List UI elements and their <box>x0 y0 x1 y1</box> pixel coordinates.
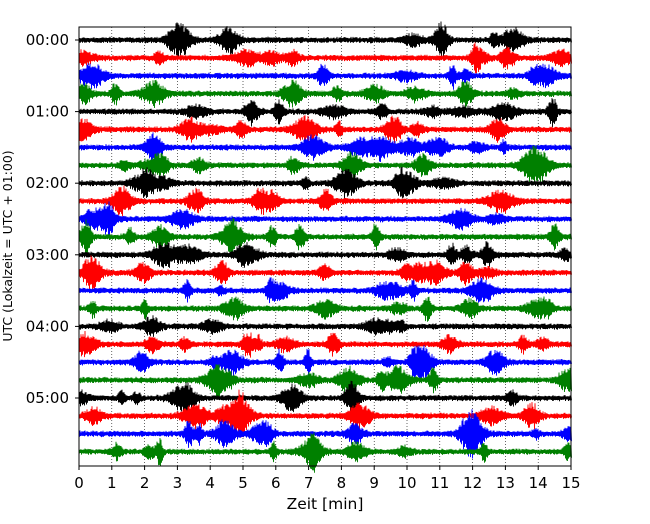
trace-line <box>78 241 572 269</box>
trace-line <box>78 42 572 74</box>
trace-line <box>78 432 572 473</box>
x-tick-label: 2 <box>140 474 150 492</box>
x-tick-label: 0 <box>74 474 84 492</box>
trace-line <box>78 185 572 217</box>
trace-line <box>78 21 572 59</box>
y-tick-label: 03:00 <box>26 246 69 264</box>
trace-line <box>78 255 572 292</box>
y-tick-label: 02:00 <box>26 174 69 192</box>
trace-line <box>78 389 572 438</box>
x-tick-label: 15 <box>561 474 580 492</box>
trace-line <box>78 145 572 186</box>
trace-line <box>78 296 572 322</box>
x-tick-label: 4 <box>205 474 215 492</box>
trace-line <box>78 345 572 382</box>
traces-layer <box>78 21 572 473</box>
x-tick-label: 3 <box>173 474 183 492</box>
trace-line <box>78 331 572 358</box>
x-tick-label: 1 <box>107 474 117 492</box>
trace-line <box>78 364 572 400</box>
trace-line <box>78 315 572 337</box>
trace-line <box>78 166 572 199</box>
trace-line <box>78 201 572 237</box>
trace-line <box>78 115 572 144</box>
trace-line <box>78 79 572 108</box>
x-axis: 0 1 2 3 4 5 6 7 8 9 10 11 12 13 14 15 <box>74 466 581 492</box>
x-tick-label: 9 <box>369 474 379 492</box>
y-tick-label: 00:00 <box>26 31 69 49</box>
x-tick-label: 14 <box>529 474 548 492</box>
x-axis-label: Zeit [min] <box>287 495 364 513</box>
trace-line <box>78 380 572 415</box>
y-tick-label: 01:00 <box>26 103 69 121</box>
y-tick-label: 04:00 <box>26 317 69 335</box>
x-tick-label: 12 <box>463 474 482 492</box>
x-tick-label: 6 <box>271 474 281 492</box>
trace-line <box>78 277 572 304</box>
y-axis-label: UTC (Lokalzeit = UTC + 01:00) <box>0 150 15 341</box>
trace-line <box>78 98 572 128</box>
x-tick-label: 8 <box>337 474 347 492</box>
grid-layer <box>111 27 539 466</box>
trace-line <box>78 409 572 459</box>
x-tick-label: 10 <box>397 474 416 492</box>
plot-frame <box>78 26 572 467</box>
y-tick-label: 05:00 <box>26 389 69 407</box>
y-axis: 00:00 01:00 02:00 03:00 04:00 05:00 <box>26 31 79 407</box>
x-tick-label: 5 <box>238 474 248 492</box>
trace-line <box>78 63 572 90</box>
trace-line <box>78 132 572 162</box>
x-tick-label: 7 <box>304 474 314 492</box>
x-tick-label: 13 <box>496 474 515 492</box>
trace-line <box>78 217 572 256</box>
x-tick-label: 11 <box>430 474 449 492</box>
